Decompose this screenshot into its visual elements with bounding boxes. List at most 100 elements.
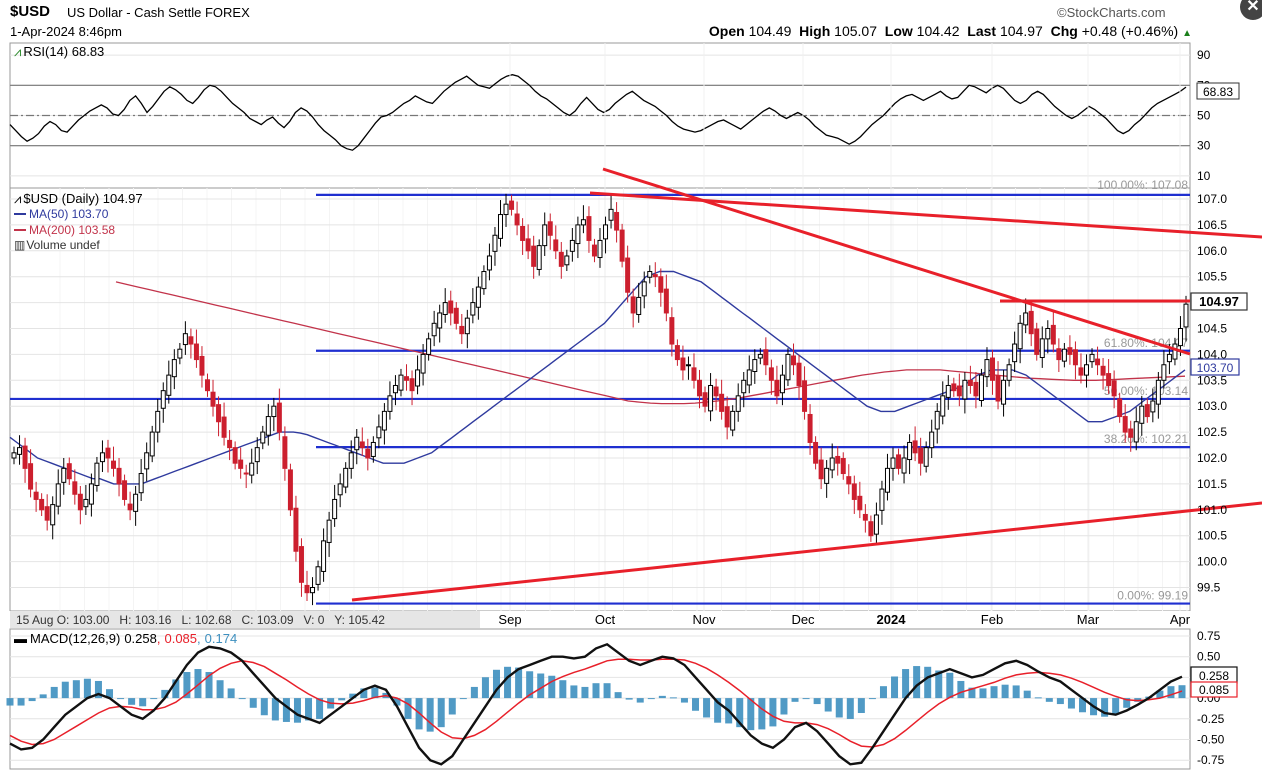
price-tick-label: 106.5: [1197, 218, 1227, 232]
candle-body: [768, 367, 774, 381]
chg-label: Chg: [1050, 23, 1078, 39]
rsi-reference-lines: [10, 84, 1190, 147]
candle-body: [486, 255, 492, 271]
close-icon[interactable]: ✕: [1240, 0, 1262, 20]
candle-body: [144, 452, 150, 470]
candle-body: [1139, 405, 1145, 424]
macd-histogram-bar: [106, 689, 114, 699]
ohlc-readout: Open 104.49 High 105.07 Low 104.42 Last …: [709, 23, 1192, 39]
macd-histogram-bar: [824, 698, 832, 712]
candle-body: [99, 452, 105, 463]
candle-body: [94, 462, 100, 486]
macd-histogram-bar: [703, 698, 711, 718]
candle-body: [448, 300, 454, 314]
macd-histogram-bar: [172, 679, 180, 699]
candle-body: [199, 355, 205, 376]
candle-body: [182, 333, 188, 346]
candle-body: [1001, 379, 1007, 405]
candle-body: [713, 386, 719, 397]
candle-body: [575, 224, 581, 245]
candle-body: [193, 343, 199, 361]
candle-body: [1128, 428, 1134, 438]
ma50-value: 103.70: [1197, 361, 1234, 375]
macd-histogram-bar: [714, 698, 722, 723]
candle-body: [569, 239, 575, 252]
rsi-last-value-tag: 68.83: [1196, 82, 1240, 100]
candle-body: [1034, 328, 1040, 355]
macd-legend-swatch: ▬: [14, 631, 27, 646]
x-axis-band: 15 Aug O: 103.00 H: 103.16 L: 102.68 C: …: [0, 611, 1262, 629]
macd-histogram-bar: [117, 698, 125, 700]
candle-body: [774, 379, 780, 397]
candle-body: [918, 447, 924, 464]
candle-body: [1183, 303, 1189, 328]
macd-histogram-bar: [492, 669, 500, 699]
candle-body: [531, 245, 537, 267]
candle-body: [315, 566, 321, 585]
candle-body: [293, 507, 299, 552]
price-tick-label: 100.5: [1197, 529, 1227, 543]
candle-body: [260, 431, 266, 444]
macd-histogram-bar: [924, 666, 932, 699]
candle-body: [663, 288, 669, 314]
fib-level-label: 38.20%: 102.21: [1104, 432, 1188, 446]
candle-body: [204, 379, 210, 392]
macd-histogram-bar: [559, 680, 567, 699]
candle-body: [741, 379, 747, 394]
candle-body: [221, 416, 227, 438]
rsi-line: [9, 74, 1187, 151]
candle-body: [1095, 358, 1101, 366]
candle-body: [708, 384, 714, 412]
candle-body: [890, 457, 896, 469]
candle-body: [88, 483, 94, 505]
trendline-ascending-support: [351, 501, 1262, 602]
candle-body: [359, 441, 365, 449]
macd-histogram-bar: [658, 695, 666, 699]
candle-body: [934, 410, 940, 430]
macd-histogram-bar: [61, 681, 69, 699]
macd-histogram-bar: [293, 698, 301, 723]
candle-body: [868, 521, 874, 537]
macd-histogram-bar: [338, 698, 346, 701]
candle-body: [470, 302, 476, 316]
candle-body: [133, 493, 139, 512]
price-last-value-box: [1190, 292, 1248, 311]
candle-body: [901, 457, 907, 474]
candle-body: [674, 345, 680, 361]
candle-body: [404, 376, 410, 381]
last-label: Last: [967, 23, 997, 39]
macd-histogram-bar: [249, 698, 257, 708]
candle-body: [746, 369, 752, 386]
candle-body: [326, 519, 332, 543]
macd-histogram-bar: [902, 669, 910, 699]
candle-body: [779, 374, 785, 394]
x-axis-label: Oct: [595, 612, 616, 627]
macd-histogram-bar: [935, 670, 943, 699]
candle-body: [1006, 364, 1012, 381]
candle-body: [370, 441, 376, 457]
macd-histogram-bar: [260, 698, 268, 716]
candle-body: [304, 584, 310, 594]
candle-legend-icon: ⩘: [14, 191, 21, 206]
macd-histogram-bar: [669, 697, 677, 699]
candle-body: [426, 338, 432, 355]
macd-histogram-bar: [1067, 698, 1075, 709]
macd-value: 0.258: [1199, 669, 1229, 683]
macd-histogram-bar: [680, 698, 688, 703]
rsi-tick-label: 90: [1197, 48, 1211, 62]
fib-level-label: 50.00%: 103.14: [1104, 384, 1188, 398]
macd-histogram-bar: [161, 689, 169, 699]
candle-body: [851, 483, 857, 500]
candle-body: [227, 439, 233, 449]
macd-histogram-bar: [791, 698, 799, 702]
candle-body: [160, 390, 166, 409]
macd-histogram-bar: [305, 698, 313, 721]
candle-body: [1039, 338, 1045, 359]
price-tick-labels: 107.0106.5106.0105.5105.0104.5104.0103.5…: [1197, 192, 1227, 595]
candle-body: [951, 383, 957, 392]
price-tick-label: 101.5: [1197, 477, 1227, 491]
macd-histogram-bar: [371, 687, 379, 699]
macd-tick-label: -0.50: [1197, 733, 1225, 747]
candle-body: [940, 395, 946, 417]
rsi-last-value: 68.83: [1203, 85, 1233, 99]
